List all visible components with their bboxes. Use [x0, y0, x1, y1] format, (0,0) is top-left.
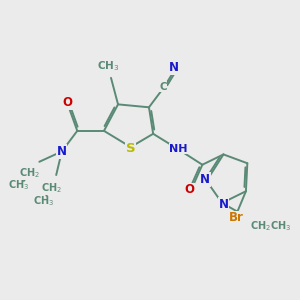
Text: CH$_3$: CH$_3$ — [33, 194, 54, 208]
Text: NH: NH — [169, 143, 188, 154]
Text: CH$_3$: CH$_3$ — [97, 60, 119, 74]
Text: O: O — [62, 96, 72, 110]
Text: N: N — [200, 173, 210, 186]
Text: C: C — [159, 82, 167, 92]
Text: CH$_2$CH$_3$: CH$_2$CH$_3$ — [250, 219, 291, 233]
Text: CH$_3$: CH$_3$ — [8, 178, 29, 192]
Text: S: S — [126, 142, 136, 155]
Text: Br: Br — [229, 211, 244, 224]
Text: CH$_2$: CH$_2$ — [19, 166, 40, 180]
Text: N: N — [169, 61, 179, 74]
Text: N: N — [57, 145, 67, 158]
Text: O: O — [185, 183, 195, 196]
Text: CH$_2$: CH$_2$ — [41, 181, 62, 195]
Text: N: N — [218, 198, 228, 211]
